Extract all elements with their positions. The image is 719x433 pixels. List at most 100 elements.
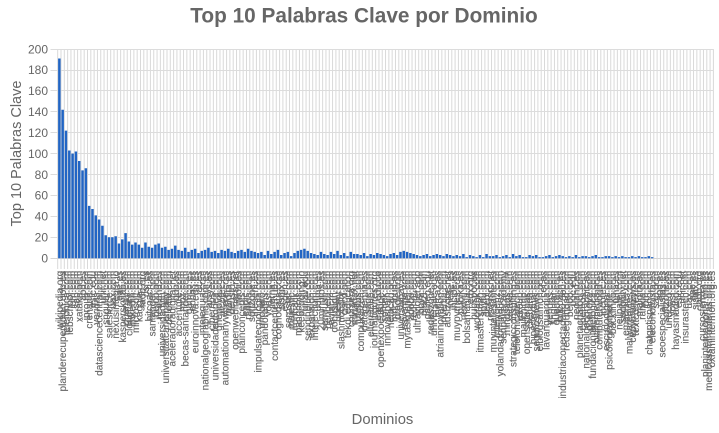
svg-text:datademia.es: datademia.es xyxy=(360,271,371,331)
svg-text:140: 140 xyxy=(28,105,48,119)
svg-text:180: 180 xyxy=(28,63,48,77)
svg-text:iat.es: iat.es xyxy=(194,271,205,295)
svg-text:aceleradoradigital.net: aceleradoradigital.net xyxy=(167,271,178,367)
svg-text:unav.edu: unav.edu xyxy=(300,271,311,311)
svg-text:sap.com: sap.com xyxy=(651,271,662,309)
svg-text:100: 100 xyxy=(28,147,48,161)
svg-text:unir.net: unir.net xyxy=(98,271,109,304)
svg-text:cepymenews.es: cepymenews.es xyxy=(628,271,639,343)
svg-text:kasperskylab.es: kasperskylab.es xyxy=(118,271,129,343)
svg-text:planderecuperacion.gob.es: planderecuperacion.gob.es xyxy=(58,271,69,392)
svg-text:plainconcepts.com: plainconcepts.com xyxy=(237,271,248,354)
svg-text:unocero.com: unocero.com xyxy=(664,271,675,329)
svg-text:incibe.es: incibe.es xyxy=(449,271,460,310)
svg-text:Dominios: Dominios xyxy=(352,412,414,428)
svg-text:platzi.com: platzi.com xyxy=(419,271,430,316)
svg-text:expansion.com: expansion.com xyxy=(307,271,318,338)
svg-text:fundaciontelefonica.com: fundaciontelefonica.com xyxy=(588,271,599,379)
svg-text:iebschool.com: iebschool.com xyxy=(65,271,76,335)
svg-text:eadic.com: eadic.com xyxy=(240,271,251,317)
svg-text:softzone.es: softzone.es xyxy=(247,271,258,322)
svg-text:uoc.edu: uoc.edu xyxy=(568,271,579,307)
svg-text:sistrix.es: sistrix.es xyxy=(691,271,702,310)
svg-text:neoland.es: neoland.es xyxy=(154,271,165,320)
svg-text:sngular.com: sngular.com xyxy=(101,271,112,325)
svg-text:bitcoach.es: bitcoach.es xyxy=(144,271,155,322)
svg-text:eae.es: eae.es xyxy=(114,271,125,301)
svg-text:nationalgeographic.es: nationalgeographic.es xyxy=(581,271,592,369)
svg-text:60: 60 xyxy=(35,189,49,203)
svg-text:maldita.es: maldita.es xyxy=(224,271,235,317)
svg-text:cisco.com: cisco.com xyxy=(340,271,351,315)
svg-text:iadb.org: iadb.org xyxy=(138,271,149,307)
svg-text:wikipedia.org: wikipedia.org xyxy=(55,271,66,330)
svg-text:apd.es: apd.es xyxy=(78,271,89,301)
svg-text:uax.com: uax.com xyxy=(684,271,695,309)
svg-text:medicossinfronteras.org.es: medicossinfronteras.org.es xyxy=(704,271,715,391)
svg-text:euroinnova.edu.es: euroinnova.edu.es xyxy=(191,271,202,353)
svg-text:planinternacional.org.es: planinternacional.org.es xyxy=(701,271,712,377)
svg-text:deloitte.com: deloitte.com xyxy=(164,271,175,325)
svg-text:udima.es: udima.es xyxy=(313,271,324,312)
svg-text:atriainnovation.com: atriainnovation.com xyxy=(436,271,447,358)
svg-text:ghenova.com: ghenova.com xyxy=(214,271,225,331)
svg-text:escudodigital.com: escudodigital.com xyxy=(601,271,612,351)
svg-text:oracle.com: oracle.com xyxy=(393,271,404,320)
svg-text:sendinblue.com: sendinblue.com xyxy=(303,271,314,341)
svg-text:iproup.com: iproup.com xyxy=(81,271,92,320)
svg-text:genbeta.com: genbeta.com xyxy=(323,271,334,329)
svg-text:merca2.es: merca2.es xyxy=(432,271,443,318)
svg-text:sage.com: sage.com xyxy=(363,271,374,314)
svg-text:ephos.es: ephos.es xyxy=(187,271,198,312)
svg-text:rankia.com: rankia.com xyxy=(638,271,649,320)
svg-text:adslzone.net: adslzone.net xyxy=(442,271,453,328)
svg-text:nexusintegra.io: nexusintegra.io xyxy=(111,270,122,338)
svg-text:netacad.com: netacad.com xyxy=(386,271,397,328)
svg-text:tekdi.education: tekdi.education xyxy=(343,271,354,338)
svg-text:nationalgeographic.com.es: nationalgeographic.com.es xyxy=(201,271,212,391)
svg-text:bejob.com: bejob.com xyxy=(565,271,576,317)
svg-text:osi.es: osi.es xyxy=(141,271,152,297)
svg-text:bitlifemedia.com: bitlifemedia.com xyxy=(591,271,602,343)
svg-text:ean.edu.co: ean.edu.co xyxy=(373,270,384,320)
svg-text:openwebinars.net: openwebinars.net xyxy=(230,271,241,350)
svg-text:seoespecialistas.es: seoespecialistas.es xyxy=(658,271,669,358)
svg-text:mindsaas.com: mindsaas.com xyxy=(502,271,513,335)
svg-text:hipertextual.com: hipertextual.com xyxy=(528,271,539,344)
svg-text:mailchimp.com: mailchimp.com xyxy=(518,271,529,338)
svg-text:universitatcarlemany.com: universitatcarlemany.com xyxy=(161,271,172,384)
svg-text:slashmobility.com: slashmobility.com xyxy=(336,271,347,349)
svg-text:majestic.com: majestic.com xyxy=(287,271,298,329)
svg-text:udemy.com: udemy.com xyxy=(333,271,344,322)
svg-text:universidadeuropea.com: universidadeuropea.com xyxy=(211,271,222,381)
svg-text:160: 160 xyxy=(28,84,48,98)
svg-text:tutellus.com: tutellus.com xyxy=(353,271,364,324)
svg-text:cibernos.com: cibernos.com xyxy=(578,271,589,330)
svg-text:planetachatbot.com: planetachatbot.com xyxy=(575,271,586,358)
svg-text:redseguridad.com: redseguridad.com xyxy=(562,271,573,351)
svg-text:deepl.com: deepl.com xyxy=(482,271,493,317)
svg-text:reverso.net: reverso.net xyxy=(485,271,496,321)
svg-text:elblogsalmon.com: elblogsalmon.com xyxy=(535,271,546,352)
svg-text:galileo.edu: galileo.edu xyxy=(422,271,433,319)
svg-text:automationanywhere.com: automationanywhere.com xyxy=(220,271,231,386)
svg-text:yoast.com: yoast.com xyxy=(263,271,274,317)
svg-text:next-u.com: next-u.com xyxy=(459,271,470,320)
svg-text:compukaizen.com: compukaizen.com xyxy=(356,271,367,352)
svg-text:elterritorio.com: elterritorio.com xyxy=(366,271,377,337)
svg-text:unocero.com: unocero.com xyxy=(257,271,268,329)
svg-text:contactcenterhub.es: contactcenterhub.es xyxy=(270,271,281,361)
svg-text:santander.com: santander.com xyxy=(148,271,159,337)
svg-text:crehana.com: crehana.com xyxy=(85,271,96,329)
svg-text:neilpatel.com: neilpatel.com xyxy=(615,271,626,330)
svg-text:xataka.com: xataka.com xyxy=(75,271,86,322)
svg-text:ibm.com: ibm.com xyxy=(68,271,79,309)
svg-text:seobility.net: seobility.net xyxy=(618,271,629,323)
svg-text:bolsamania.com: bolsamania.com xyxy=(462,271,473,344)
svg-text:ultraviolet.app: ultraviolet.app xyxy=(413,270,424,333)
svg-text:unir.net: unir.net xyxy=(677,271,688,304)
svg-text:pandorafms.com: pandorafms.com xyxy=(260,271,271,345)
svg-text:esden.es: esden.es xyxy=(280,271,291,312)
svg-text:sap.com: sap.com xyxy=(71,271,82,309)
svg-text:datasciencecentral.com: datasciencecentral.com xyxy=(95,271,106,376)
